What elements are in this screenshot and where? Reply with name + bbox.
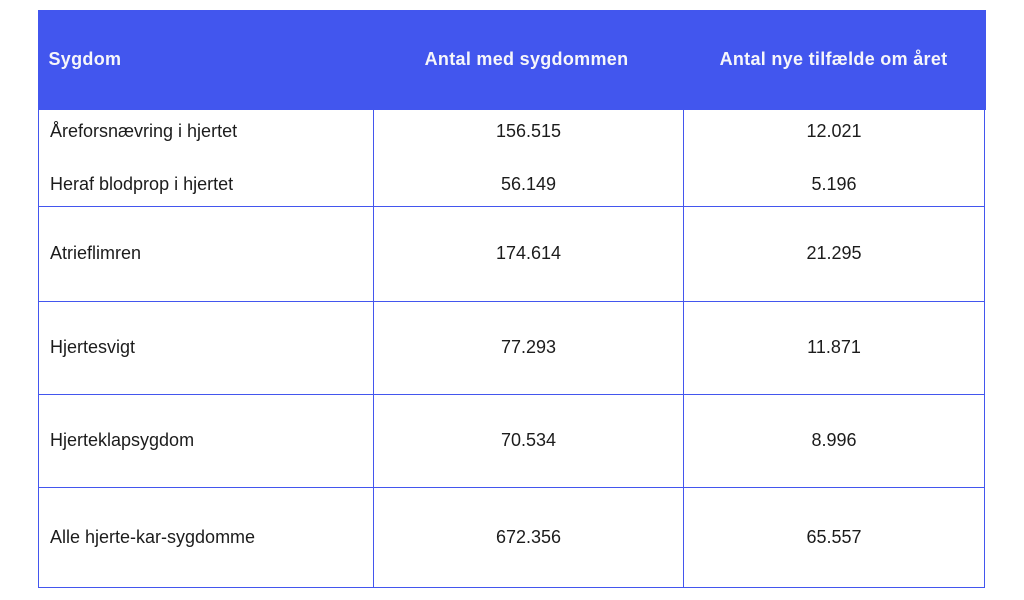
new-cases-value: 5.196 — [811, 173, 857, 194]
cell-prevalence: 174.614 — [373, 206, 683, 301]
table-row: Alle hjerte-kar-sygdomme 672.356 65.557 — [39, 486, 984, 587]
cell-disease-name: Åreforsnævring i hjertet Heraf blodprop … — [39, 110, 373, 206]
cell-disease-name: Atrieflimren — [50, 243, 142, 263]
new-cases-value: 12.021 — [806, 120, 862, 141]
cell-prevalence: 77.293 — [373, 301, 683, 394]
table-row: Atrieflimren 174.614 21.295 — [39, 205, 984, 301]
disease-name-text: Heraf blodprop i hjertet — [50, 173, 234, 194]
cell-new-cases: 8.996 — [683, 394, 984, 487]
cell-prevalence: 672.356 — [373, 487, 683, 587]
prevalence-value: 156.515 — [495, 120, 562, 141]
cell-new-cases: 21.295 — [683, 206, 984, 301]
table-row: Hjerteklapsygdom 70.534 8.996 — [39, 393, 984, 487]
cell-disease-name: Hjertesvigt — [50, 337, 136, 357]
cell-new-cases: 65.557 — [683, 487, 984, 587]
disease-statistics-table: Sygdom Antal med sygdommen Antal nye til… — [37, 9, 986, 588]
cell-prevalence: 70.534 — [373, 394, 683, 487]
table-row: Hjertesvigt 77.293 11.871 — [39, 300, 984, 394]
cell-prevalence: 156.515 56.149 — [373, 109, 683, 206]
table-row: Åreforsnævring i hjertet Heraf blodprop … — [39, 109, 984, 206]
cell-disease-name: Alle hjerte-kar-sygdomme — [50, 526, 256, 547]
cell-new-cases: 12.021 5.196 — [683, 109, 984, 206]
header-cell-antal-nye-tilfaelde: Antal nye tilfælde om året — [719, 49, 948, 69]
cell-new-cases: 11.871 — [683, 301, 984, 394]
table-header-row: Sygdom Antal med sygdommen Antal nye til… — [37, 9, 986, 110]
header-cell-antal-med-sygdommen: Antal med sygdommen — [424, 49, 629, 69]
disease-name-text: Åreforsnævring i hjertet — [50, 120, 238, 141]
cell-disease-name: Hjerteklapsygdom — [50, 430, 195, 450]
prevalence-value: 56.149 — [500, 173, 557, 194]
header-cell-sygdom: Sygdom — [48, 49, 122, 69]
